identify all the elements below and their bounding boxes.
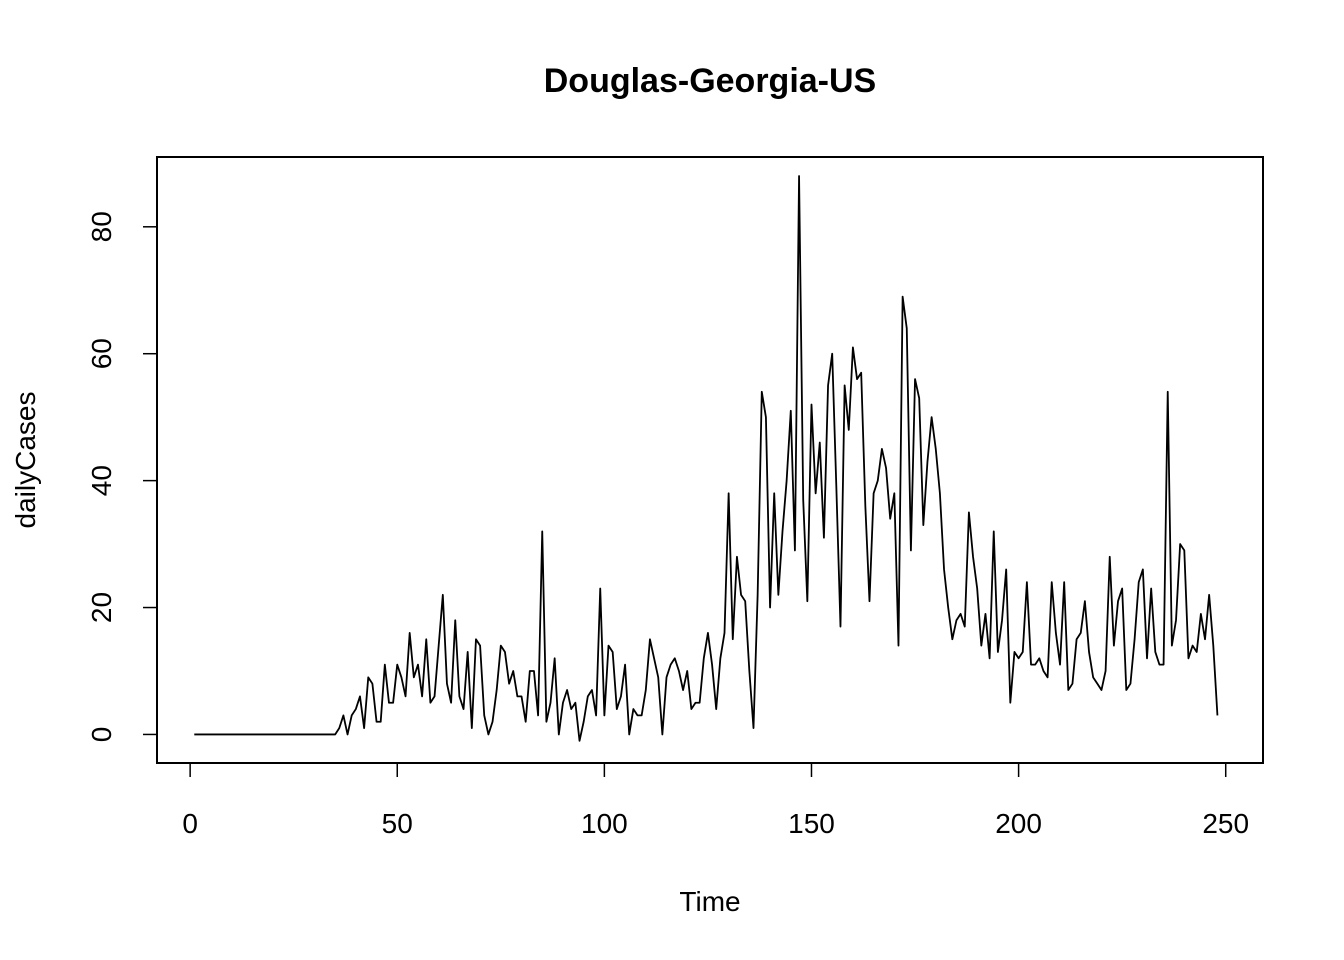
x-tick-label: 100 bbox=[581, 808, 628, 839]
y-axis: 0 20 40 60 80 bbox=[86, 211, 158, 743]
x-tick-label: 150 bbox=[788, 808, 835, 839]
y-axis-label: dailyCases bbox=[10, 392, 41, 529]
x-tick-label: 0 bbox=[182, 808, 198, 839]
x-tick-label: 50 bbox=[382, 808, 413, 839]
y-tick-label: 40 bbox=[86, 465, 117, 496]
y-tick-label: 60 bbox=[86, 338, 117, 369]
chart-title: Douglas-Georgia-US bbox=[544, 62, 876, 100]
plot-frame bbox=[156, 156, 1264, 764]
x-tick-label: 250 bbox=[1202, 808, 1249, 839]
x-axis: 0 50 100 150 200 250 bbox=[182, 762, 1249, 839]
y-tick-label: 0 bbox=[86, 727, 117, 743]
x-axis-label: Time bbox=[679, 886, 740, 917]
daily-cases-line bbox=[194, 175, 1219, 742]
y-tick-label: 20 bbox=[86, 592, 117, 623]
y-tick-label: 80 bbox=[86, 211, 117, 242]
x-tick-label: 200 bbox=[995, 808, 1042, 839]
